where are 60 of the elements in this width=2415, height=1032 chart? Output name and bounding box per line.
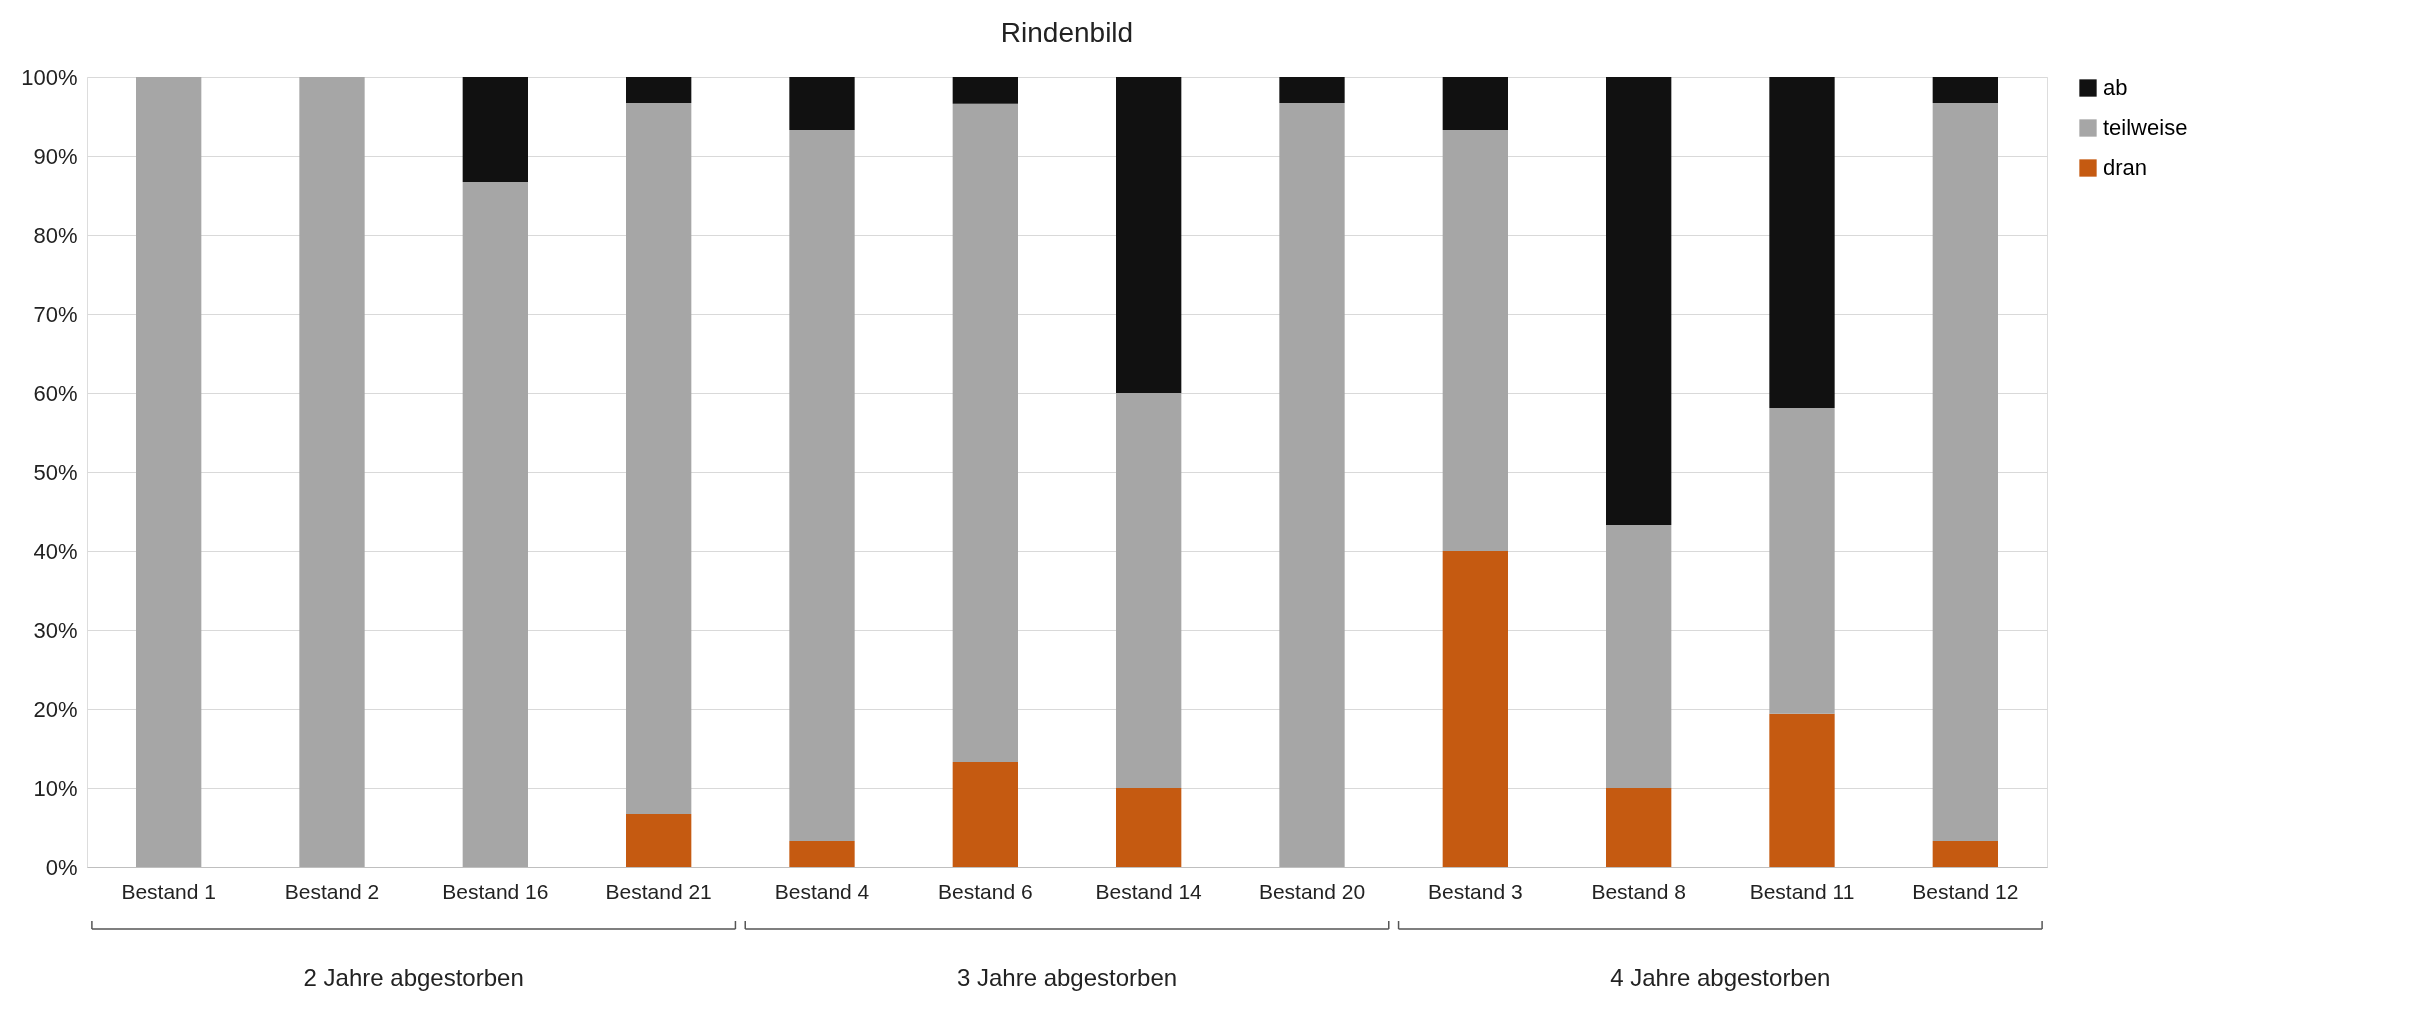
bar (789, 77, 855, 130)
y-tick-label: 80% (33, 222, 78, 248)
y-tick-label: 40% (33, 538, 78, 564)
bar (952, 77, 1018, 104)
legend-label: dran (2103, 155, 2148, 180)
x-tick-label: Bestand 4 (774, 879, 870, 903)
bar (952, 103, 1018, 762)
x-tick-label: Bestand 21 (605, 879, 712, 903)
bar (1769, 77, 1835, 409)
text: 3 Jahre abgestorben (956, 964, 1178, 991)
x-tick-label: Bestand 16 (442, 879, 549, 903)
bar (626, 103, 692, 815)
bar (299, 77, 365, 867)
legend-label: ab (2103, 75, 2128, 100)
bar (1606, 788, 1672, 867)
bar (1116, 788, 1182, 867)
y-tick-label: 60% (33, 380, 78, 406)
bar (626, 814, 692, 867)
bar (1279, 103, 1345, 867)
bar (1769, 713, 1835, 867)
bar (136, 77, 202, 867)
x-tick-label: Bestand 11 (1749, 879, 1855, 903)
y-tick-label: 30% (33, 617, 78, 643)
x-tick-label: Bestand 3 (1428, 879, 1523, 903)
y-tick-label: 50% (33, 459, 78, 485)
bar (1932, 840, 1998, 867)
x-tick-label: Bestand 20 (1258, 879, 1366, 903)
y-tick-label: 70% (33, 301, 78, 327)
bar (626, 77, 692, 104)
x-tick-label: Bestand 8 (1591, 879, 1686, 903)
chart-title: Rindenbild (1000, 17, 1134, 48)
bar (1116, 77, 1182, 393)
bar (789, 840, 855, 867)
x-tick-label: Bestand 2 (284, 879, 380, 903)
x-tick-label: Bestand 6 (938, 879, 1033, 903)
bar (1769, 408, 1835, 714)
y-tick-label: 0% (45, 854, 78, 880)
x-tick-label: Bestand 1 (121, 879, 216, 903)
bar (952, 761, 1018, 867)
x-tick-label: Bestand 12 (1912, 879, 2019, 903)
y-tick-label: 20% (33, 696, 78, 722)
text: 2 Jahre abgestorben (303, 964, 524, 991)
bar (1932, 103, 1998, 841)
bar (1442, 129, 1508, 551)
y-tick-label: 100% (21, 64, 78, 90)
y-tick-label: 10% (33, 775, 78, 801)
bar (1442, 551, 1508, 867)
bar (1116, 393, 1182, 788)
bar (462, 77, 528, 183)
bar (1279, 77, 1345, 104)
bar (1442, 77, 1508, 130)
bar (1606, 77, 1672, 525)
bar (462, 182, 528, 867)
bar (1932, 77, 1998, 104)
x-tick-label: Bestand 14 (1095, 879, 1203, 903)
y-tick-label: 90% (33, 143, 78, 169)
bar (789, 129, 855, 841)
text: 4 Jahre abgestorben (1610, 964, 1831, 991)
legend-label: teilweise (2103, 115, 2188, 140)
bar (1606, 524, 1672, 788)
